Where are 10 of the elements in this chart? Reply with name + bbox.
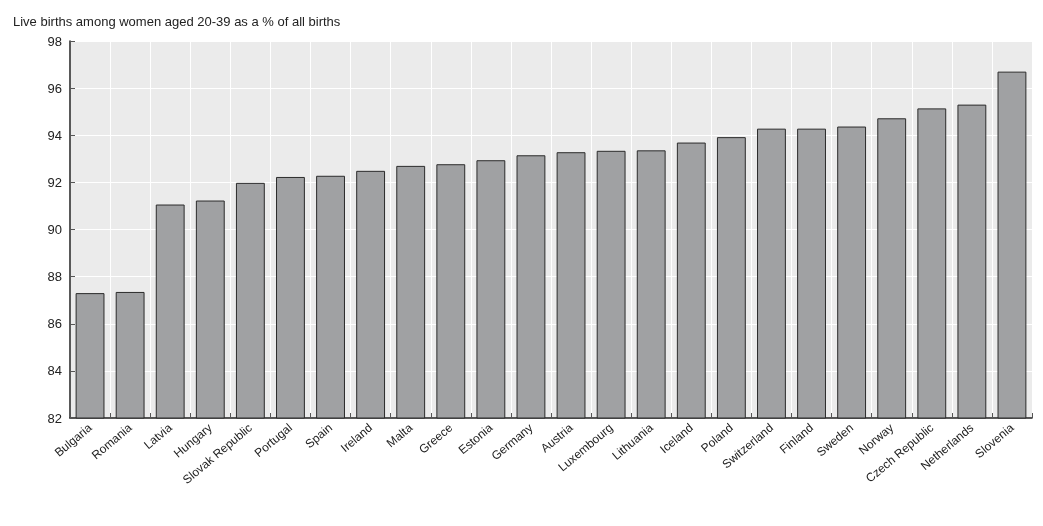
y-tick-label: 94 bbox=[47, 127, 62, 143]
y-tick-label: 84 bbox=[47, 363, 62, 379]
y-tick-label: 92 bbox=[47, 174, 62, 190]
chart-title: Live births among women aged 20-39 as a % of all births bbox=[13, 14, 341, 29]
y-tick-label: 88 bbox=[47, 269, 62, 285]
y-tick-label: 98 bbox=[47, 33, 62, 49]
y-tick-label: 86 bbox=[47, 316, 62, 332]
y-tick-label: 90 bbox=[47, 222, 62, 237]
y-tick-label: 96 bbox=[47, 80, 62, 96]
y-tick-label: 82 bbox=[47, 410, 62, 426]
